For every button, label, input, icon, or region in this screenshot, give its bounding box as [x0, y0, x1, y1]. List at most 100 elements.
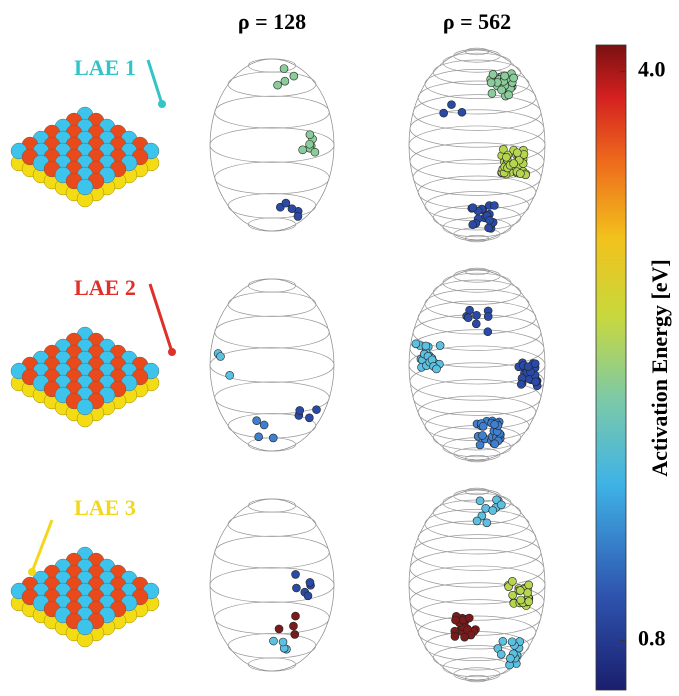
column-heading: ρ = 562	[443, 9, 511, 34]
site-dot	[524, 589, 532, 597]
site-dot	[501, 72, 509, 80]
site-dot	[451, 616, 459, 624]
site-dot	[491, 440, 499, 448]
site-dot	[485, 224, 493, 232]
site-dot	[255, 433, 263, 441]
site-dot	[288, 205, 296, 213]
site-dot	[464, 314, 472, 322]
arrow	[150, 284, 172, 352]
sphere-ring	[228, 194, 316, 219]
site-dot	[216, 352, 224, 360]
site-dot	[469, 204, 477, 212]
site-dot	[489, 506, 497, 514]
colorbar-label: Activation Energy [eV]	[647, 259, 672, 477]
sphere-outline	[210, 59, 334, 231]
site-dot	[497, 501, 505, 509]
site-dot	[487, 79, 495, 87]
site-dot	[531, 360, 539, 368]
site-dot	[479, 431, 487, 439]
site-dot	[269, 637, 277, 645]
site-dot	[296, 406, 304, 414]
site-dot	[260, 421, 268, 429]
site-dot	[483, 519, 491, 527]
sphere-outline	[210, 499, 334, 671]
site-dot	[525, 581, 533, 589]
site-dot	[473, 311, 481, 319]
site-dot	[305, 414, 313, 422]
site-dot	[279, 638, 287, 646]
site-dot	[497, 650, 505, 658]
site-dot	[306, 578, 314, 586]
colorbar-tick-label: 0.8	[638, 625, 666, 650]
site-dot	[290, 72, 298, 80]
site-dot	[491, 421, 499, 429]
site-dot	[517, 380, 525, 388]
sphere-outline	[210, 279, 334, 451]
site-dot	[291, 612, 299, 620]
row-label: LAE 3	[74, 495, 136, 520]
site-dot	[473, 517, 481, 525]
site-dot	[289, 622, 297, 630]
site-dot	[502, 153, 510, 161]
arrow-head	[28, 568, 36, 576]
sphere-ring	[418, 521, 536, 554]
sphere-ring	[210, 568, 334, 603]
site-dot	[412, 340, 420, 348]
column-headings: ρ = 128 ρ = 562	[238, 9, 511, 34]
site-dot	[292, 570, 300, 578]
sphere-ring	[413, 95, 541, 131]
arrow-head	[158, 100, 166, 108]
sphere-ring	[215, 96, 330, 128]
panels: LAE 1 LAE 2 LAE 3	[11, 48, 545, 682]
site-dot	[313, 406, 321, 414]
site-dot	[498, 86, 506, 94]
site-dot	[432, 365, 440, 373]
site-dot	[510, 160, 518, 168]
site-dot	[465, 614, 473, 622]
site-dot	[275, 625, 283, 633]
sphere-ring	[410, 550, 544, 588]
sphere-ring	[248, 658, 295, 671]
colorbar	[596, 45, 626, 690]
site-dot	[505, 91, 513, 99]
site-dot	[472, 320, 480, 328]
sphere-ring	[228, 72, 316, 97]
sphere-ring	[215, 602, 330, 634]
site-dot	[280, 65, 288, 73]
sphere-ring	[248, 279, 295, 292]
site-dot	[422, 342, 430, 350]
site-dot	[513, 149, 521, 157]
colorbar-tick-label: 4.0	[638, 57, 666, 82]
site-dot	[517, 596, 525, 604]
site-dot	[516, 587, 524, 595]
column-heading: ρ = 128	[238, 9, 306, 34]
site-dot	[508, 638, 516, 646]
row-label: LAE 1	[74, 55, 136, 80]
site-dot	[484, 328, 492, 336]
site-dot	[269, 434, 277, 442]
site-dot	[281, 77, 289, 85]
site-dot	[488, 89, 496, 97]
site-dot	[476, 441, 484, 449]
site-dot	[489, 70, 497, 78]
arrow	[148, 60, 162, 104]
site-dot	[516, 170, 524, 178]
figure: ρ = 128 ρ = 562 LAE 1 LAE 2 LAE 3 4.0 0.8 Ac…	[0, 0, 679, 696]
site-dot	[306, 140, 314, 148]
arrow-head	[168, 348, 176, 356]
sphere-ring	[228, 292, 316, 317]
site-dot	[479, 422, 487, 430]
atom	[77, 179, 93, 195]
row-label: LAE 2	[74, 275, 136, 300]
site-dot	[469, 221, 477, 229]
arrow	[32, 520, 52, 572]
sphere-ring	[248, 218, 295, 231]
site-dot	[486, 216, 494, 224]
site-dot	[490, 201, 498, 209]
sphere-ring	[248, 499, 295, 512]
site-dot	[532, 378, 540, 386]
site-dot	[294, 212, 302, 220]
site-dot	[482, 504, 490, 512]
site-dot	[476, 497, 484, 505]
atom	[77, 399, 93, 415]
